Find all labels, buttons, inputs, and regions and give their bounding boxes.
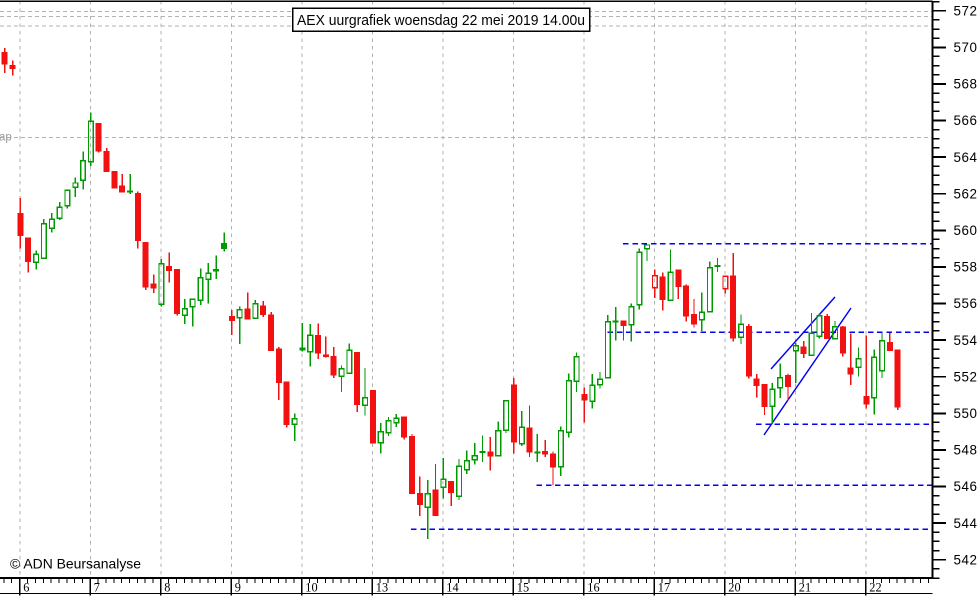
svg-text:6: 6 xyxy=(23,581,29,595)
svg-text:548: 548 xyxy=(954,443,978,458)
svg-text:568: 568 xyxy=(954,77,978,92)
svg-text:564: 564 xyxy=(954,150,978,165)
svg-text:8: 8 xyxy=(164,581,170,595)
svg-text:© ADN Beursanalyse: © ADN Beursanalyse xyxy=(10,557,141,572)
svg-text:AEX uurgrafiek woensdag 22 mei: AEX uurgrafiek woensdag 22 mei 2019 14.0… xyxy=(297,13,585,29)
svg-text:22: 22 xyxy=(869,581,881,595)
svg-text:17: 17 xyxy=(658,581,670,595)
svg-text:552: 552 xyxy=(954,369,978,384)
svg-text:566: 566 xyxy=(954,113,978,128)
svg-text:9: 9 xyxy=(235,581,241,595)
svg-text:15: 15 xyxy=(517,581,529,595)
svg-text:556: 556 xyxy=(954,296,978,311)
svg-text:550: 550 xyxy=(954,406,978,421)
svg-text:544: 544 xyxy=(954,516,978,531)
svg-text:562: 562 xyxy=(954,186,978,201)
svg-text:20: 20 xyxy=(728,581,740,595)
svg-text:542: 542 xyxy=(954,552,978,567)
svg-text:558: 558 xyxy=(954,260,978,275)
svg-text:13: 13 xyxy=(376,581,388,595)
svg-text:554: 554 xyxy=(954,333,978,348)
svg-text:560: 560 xyxy=(954,223,978,238)
svg-text:16: 16 xyxy=(587,581,599,595)
svg-text:10: 10 xyxy=(305,581,317,595)
svg-text:21: 21 xyxy=(799,581,811,595)
svg-text:14: 14 xyxy=(446,581,458,595)
svg-text:546: 546 xyxy=(954,479,978,494)
svg-text:570: 570 xyxy=(954,40,978,55)
svg-text:ap: ap xyxy=(0,132,12,144)
svg-text:7: 7 xyxy=(94,581,100,595)
svg-text:572: 572 xyxy=(954,3,978,18)
